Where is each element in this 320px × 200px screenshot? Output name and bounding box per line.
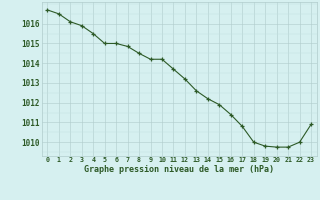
- X-axis label: Graphe pression niveau de la mer (hPa): Graphe pression niveau de la mer (hPa): [84, 165, 274, 174]
